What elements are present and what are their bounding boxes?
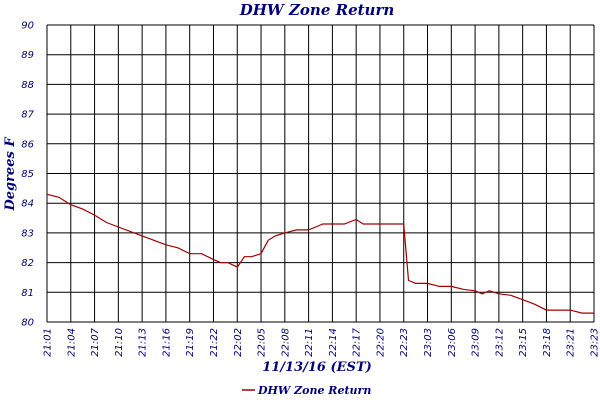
- x-tick-label: 22:08: [280, 328, 291, 357]
- x-tick-label: 21:22: [209, 328, 220, 357]
- x-tick-label: 23:21: [566, 328, 577, 357]
- y-tick-label: 87: [21, 110, 34, 121]
- x-tick-label: 22:17: [352, 327, 363, 356]
- x-tick-label: 21:19: [185, 328, 196, 357]
- legend-label: DHW Zone Return: [257, 384, 371, 397]
- x-tick-label: 23:09: [471, 328, 482, 357]
- y-tick-labels: 80 81 82 83 84 85 86 87 88 89 90: [21, 21, 34, 329]
- x-tick-label: 23:03: [423, 328, 434, 357]
- y-tick-label: 88: [21, 80, 34, 91]
- y-axis-title: Degrees F: [3, 137, 18, 212]
- y-tick-label: 84: [21, 199, 34, 210]
- y-tick-label: 80: [21, 318, 34, 329]
- x-tick-label: 23:06: [447, 328, 458, 357]
- grid-lines: [46, 24, 595, 323]
- y-tick-label: 86: [21, 139, 34, 150]
- x-tick-label: 21:16: [161, 328, 172, 357]
- x-axis-title: 11/13/16 (EST): [262, 360, 372, 375]
- x-tick-label: 21:13: [138, 328, 149, 357]
- y-tick-label: 82: [21, 258, 34, 269]
- x-tick-label: 23:12: [494, 328, 505, 357]
- y-tick-label: 85: [21, 169, 34, 180]
- x-tick-label: 22:23: [399, 328, 410, 357]
- y-tick-label: 83: [21, 228, 34, 239]
- x-tick-labels: 21:01 21:04 21:07 21:10 21:13 21:16 21:19 21:22…: [43, 327, 600, 356]
- y-tick-label: 89: [21, 50, 34, 61]
- x-tick-label: 22:02: [233, 328, 244, 357]
- x-tick-label: 21:01: [43, 328, 54, 357]
- x-tick-label: 21:10: [114, 328, 125, 357]
- y-tick-label: 90: [21, 21, 34, 32]
- y-tick-label: 81: [21, 288, 34, 299]
- x-tick-label: 21:07: [90, 327, 101, 356]
- x-tick-label: 23:15: [518, 328, 529, 357]
- x-tick-label: 22:11: [304, 328, 315, 357]
- legend: DHW Zone Return: [242, 384, 371, 397]
- x-tick-label: 22:05: [257, 328, 268, 357]
- series-line: [46, 193, 594, 314]
- series-layer: [46, 193, 594, 314]
- x-tick-label: 23:18: [542, 328, 553, 357]
- x-tick-label: 21:04: [66, 328, 77, 357]
- x-tick-label: 22:14: [328, 328, 339, 357]
- x-tick-label: 23:23: [590, 328, 600, 357]
- x-tick-label: 22:20: [375, 328, 386, 357]
- chart-title: DHW Zone Return: [239, 1, 395, 19]
